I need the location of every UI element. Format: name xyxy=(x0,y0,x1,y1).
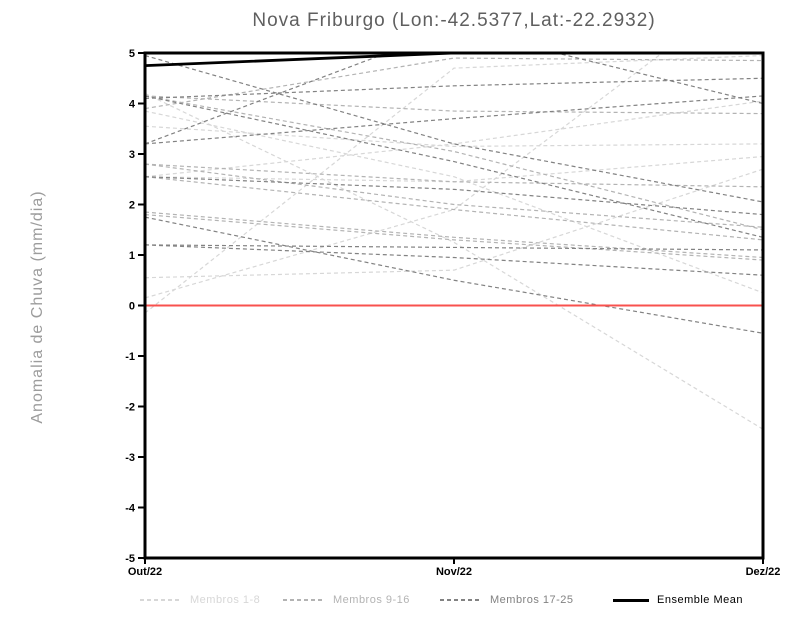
y-tick-label: 2 xyxy=(129,200,135,212)
y-tick-label: 3 xyxy=(129,149,135,161)
y-tick-label: -4 xyxy=(125,503,136,515)
legend-item-membros-17-25: Membros 17-25 xyxy=(440,592,574,608)
legend-label: Ensemble Mean xyxy=(657,594,743,606)
ensemble-member-line xyxy=(145,214,763,261)
legend-dashed-line-swatch xyxy=(140,599,182,601)
ensemble-member-line xyxy=(145,244,763,251)
ensemble-member-line xyxy=(145,57,763,110)
y-tick-label: 5 xyxy=(129,48,135,60)
ensemble-member-line xyxy=(145,95,763,145)
legend: Membros 1-8 Membros 9-16 Membros 17-25 Ense… xyxy=(0,592,800,612)
legend-dashed-line-swatch xyxy=(283,599,325,601)
ensemble-member-line xyxy=(145,92,763,430)
ensemble-member-line xyxy=(145,211,763,259)
ensemble-member-line xyxy=(145,176,763,216)
legend-item-membros-1-8: Membros 1-8 xyxy=(140,592,260,608)
x-tick-label: Out/22 xyxy=(128,566,162,578)
legend-label: Membros 9-16 xyxy=(333,594,410,606)
ensemble-member-line xyxy=(145,100,763,178)
legend-dashed-line-swatch xyxy=(440,599,482,601)
y-tick-label: -1 xyxy=(125,351,135,363)
y-tick-label: -3 xyxy=(125,452,135,464)
y-tick-label: 1 xyxy=(129,250,135,262)
ensemble-member-line xyxy=(145,95,763,238)
y-tick-label: -5 xyxy=(125,553,135,565)
ensemble-member-line xyxy=(145,216,763,334)
ensemble-member-line xyxy=(145,125,763,148)
x-tick-label: Nov/22 xyxy=(436,566,472,578)
legend-item-membros-9-16: Membros 9-16 xyxy=(283,592,410,608)
ensemble-member-line xyxy=(145,176,763,241)
legend-label: Membros 17-25 xyxy=(490,594,574,606)
ensemble-members-group xyxy=(145,53,763,430)
ensemble-member-line xyxy=(145,110,763,294)
ensemble-member-line xyxy=(145,54,763,314)
ensemble-member-line xyxy=(145,54,763,203)
ensemble-member-line xyxy=(145,163,763,228)
y-tick-label: -2 xyxy=(125,402,135,414)
ensemble-member-line xyxy=(145,95,763,231)
ensemble-member-line xyxy=(145,95,763,115)
legend-item-ensemble-mean: Ensemble Mean xyxy=(613,592,743,608)
x-tick-label: Dez/22 xyxy=(746,566,781,578)
ensemble-member-line xyxy=(145,168,763,279)
ensemble-member-line xyxy=(145,77,763,100)
y-tick-label: 4 xyxy=(129,99,136,111)
y-tick-label: 0 xyxy=(129,301,135,313)
ensemble-member-line xyxy=(145,53,763,145)
ensemble-member-line xyxy=(145,163,763,188)
legend-solid-line-swatch xyxy=(613,598,649,602)
ensemble-member-line xyxy=(145,244,763,276)
legend-label: Membros 1-8 xyxy=(190,594,261,606)
ensemble-member-line xyxy=(145,53,664,299)
chart-title: Nova Friburgo (Lon:-42.5377,Lat:-22.2932… xyxy=(252,10,656,31)
